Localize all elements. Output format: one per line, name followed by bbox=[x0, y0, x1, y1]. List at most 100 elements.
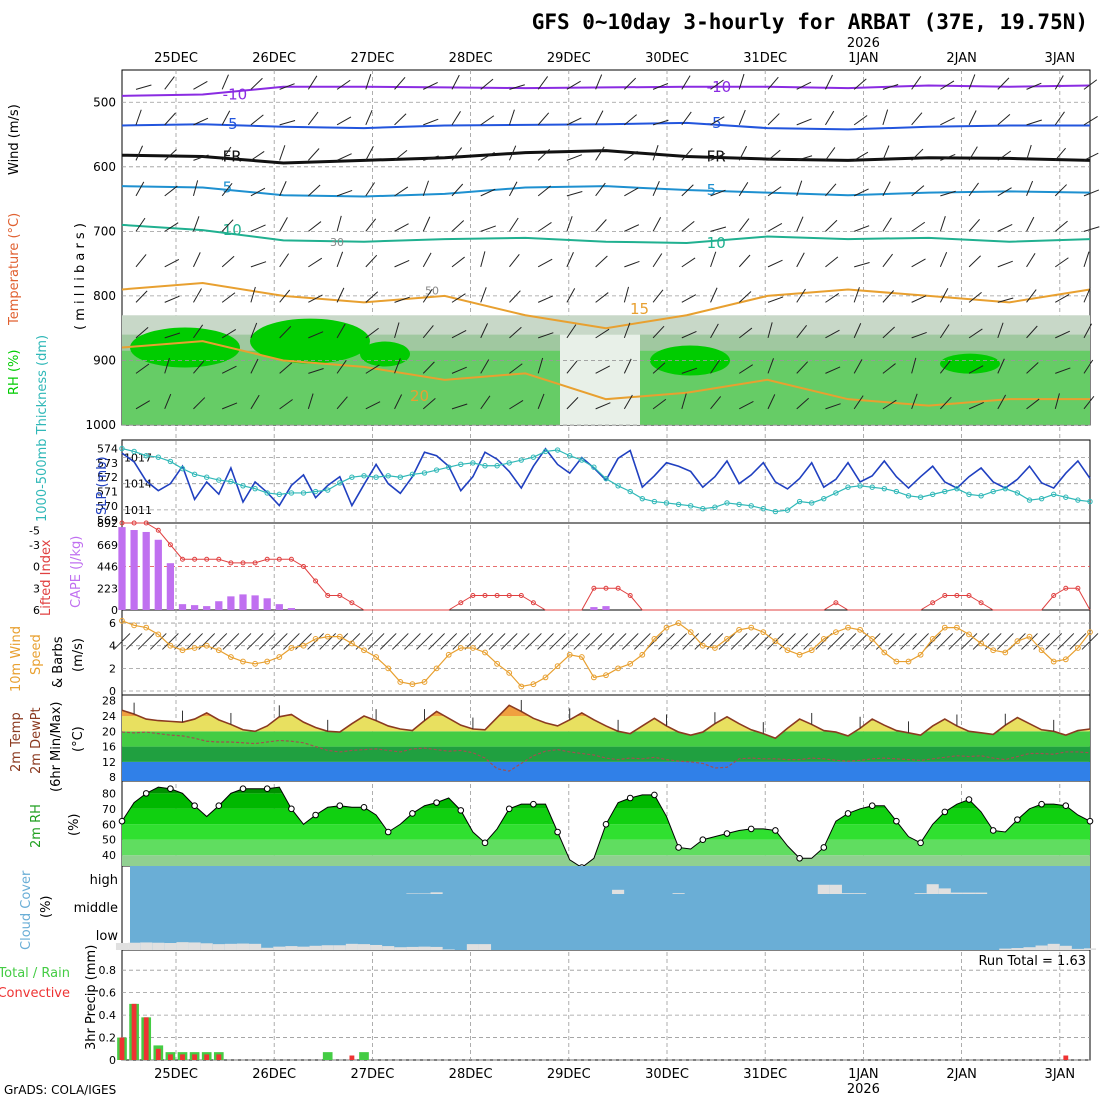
thickness-point bbox=[905, 493, 912, 499]
cape-tick: 669 bbox=[97, 539, 118, 552]
wind-barb-10m bbox=[1033, 633, 1050, 650]
precip-ylabel: 3hr Precip (mm) bbox=[84, 945, 99, 1050]
rh-point bbox=[433, 799, 440, 806]
pressure-tick-label: 900 bbox=[93, 353, 116, 367]
thickness-point bbox=[966, 491, 972, 498]
wind-barb-10m bbox=[682, 633, 700, 650]
wind-barb bbox=[164, 258, 180, 268]
wind-ylabel: 10m Wind bbox=[9, 626, 24, 692]
wind-barb-10m bbox=[900, 633, 917, 650]
wind-barb bbox=[939, 324, 950, 339]
rh-point bbox=[457, 807, 465, 814]
wind-barb bbox=[279, 83, 295, 90]
wind-speed-point bbox=[845, 624, 851, 631]
rh-point bbox=[1086, 817, 1094, 825]
cape-bar bbox=[154, 539, 162, 610]
cloud-bar-high bbox=[926, 884, 939, 894]
wind-speed-point bbox=[796, 651, 803, 658]
thickness-point bbox=[663, 500, 670, 506]
wind-barb bbox=[738, 145, 748, 161]
wind-barb bbox=[652, 253, 663, 268]
wind-barb bbox=[1026, 362, 1039, 374]
thickness-point bbox=[688, 503, 694, 509]
date-label-top: 29DEC bbox=[547, 51, 591, 66]
wind-barb bbox=[451, 293, 466, 303]
cloud-bar-high bbox=[854, 893, 867, 894]
wind-tick: 0 bbox=[109, 685, 116, 698]
wind-barb bbox=[939, 360, 951, 374]
wind-barb-10m bbox=[839, 633, 857, 650]
wind-barb bbox=[279, 326, 292, 339]
wind-barb bbox=[767, 222, 783, 232]
cloud-bar-low bbox=[176, 942, 189, 950]
wind-barb bbox=[365, 109, 373, 126]
wind-barb bbox=[1026, 289, 1037, 303]
li-point bbox=[276, 556, 282, 562]
cloud-bar-high bbox=[841, 893, 855, 894]
year-label-bottom: 2026 bbox=[847, 1082, 880, 1097]
wind-speed-point bbox=[712, 645, 718, 651]
wind-barb bbox=[968, 146, 978, 161]
wind-barb bbox=[336, 79, 351, 90]
thickness-tick: 573 bbox=[97, 457, 118, 470]
thickness-tick: 574 bbox=[97, 443, 118, 456]
rh-point bbox=[530, 800, 537, 808]
li-point bbox=[131, 520, 137, 526]
pressure-tick-label: 1000 bbox=[85, 418, 116, 432]
wind-speed-point bbox=[215, 647, 222, 654]
wind-speed-point bbox=[736, 626, 742, 633]
wind-barb bbox=[365, 291, 379, 303]
thickness-point bbox=[675, 501, 682, 508]
wind-barb bbox=[336, 153, 352, 161]
wind-barb bbox=[164, 222, 179, 232]
wind-barb bbox=[221, 365, 237, 374]
wind-barb-10m bbox=[996, 633, 1014, 650]
ylabel-wind: Wind (m/s) bbox=[7, 104, 22, 175]
cloud-bar-low bbox=[478, 944, 492, 950]
thickness-point bbox=[325, 487, 331, 493]
thickness-point bbox=[337, 480, 343, 486]
wind-barb-10m bbox=[270, 633, 288, 650]
isotherm--10 bbox=[121, 84, 1091, 97]
wind-barb bbox=[623, 286, 630, 303]
wind-barb bbox=[997, 322, 1004, 339]
wind-barb bbox=[767, 322, 773, 338]
date-label-top: 31DEC bbox=[743, 51, 787, 66]
wind-barb-10m bbox=[464, 633, 482, 650]
wind-speed-point bbox=[312, 636, 319, 642]
wind-barb bbox=[336, 287, 345, 303]
cloud-bar-low bbox=[128, 942, 141, 950]
wind-barb bbox=[1083, 287, 1091, 303]
wind-barb bbox=[595, 365, 611, 374]
wind-barb bbox=[394, 358, 401, 374]
wind-barb-10m bbox=[222, 633, 240, 650]
li-point bbox=[518, 593, 524, 598]
isotherm-label: 5 bbox=[223, 178, 233, 196]
wind-speed-line bbox=[121, 620, 1091, 688]
thickness-point bbox=[760, 505, 766, 512]
wind-barb bbox=[135, 400, 150, 410]
thickness-point bbox=[651, 498, 658, 505]
wind-barb bbox=[509, 253, 520, 268]
wind-barb bbox=[968, 255, 981, 268]
wind-barb bbox=[135, 181, 145, 197]
rh-band bbox=[122, 839, 1090, 856]
wind-barb-10m bbox=[779, 633, 796, 650]
wind-barb bbox=[566, 154, 583, 161]
cloud-bar-low bbox=[1035, 945, 1048, 950]
wind-barb bbox=[738, 327, 753, 339]
wind-barb-10m bbox=[258, 633, 276, 650]
li-point bbox=[301, 564, 306, 569]
wind-barb bbox=[307, 393, 314, 410]
thickness-point bbox=[1063, 494, 1069, 500]
wind-barb bbox=[164, 149, 177, 161]
wind-speed-point bbox=[772, 638, 779, 645]
wind-barb bbox=[422, 361, 435, 374]
wind-barb bbox=[681, 367, 698, 374]
thickness-point bbox=[591, 464, 597, 470]
wind-barb bbox=[595, 328, 610, 339]
wind-barb bbox=[968, 74, 976, 90]
wind-barb bbox=[911, 393, 918, 410]
wind-barb bbox=[480, 151, 495, 161]
